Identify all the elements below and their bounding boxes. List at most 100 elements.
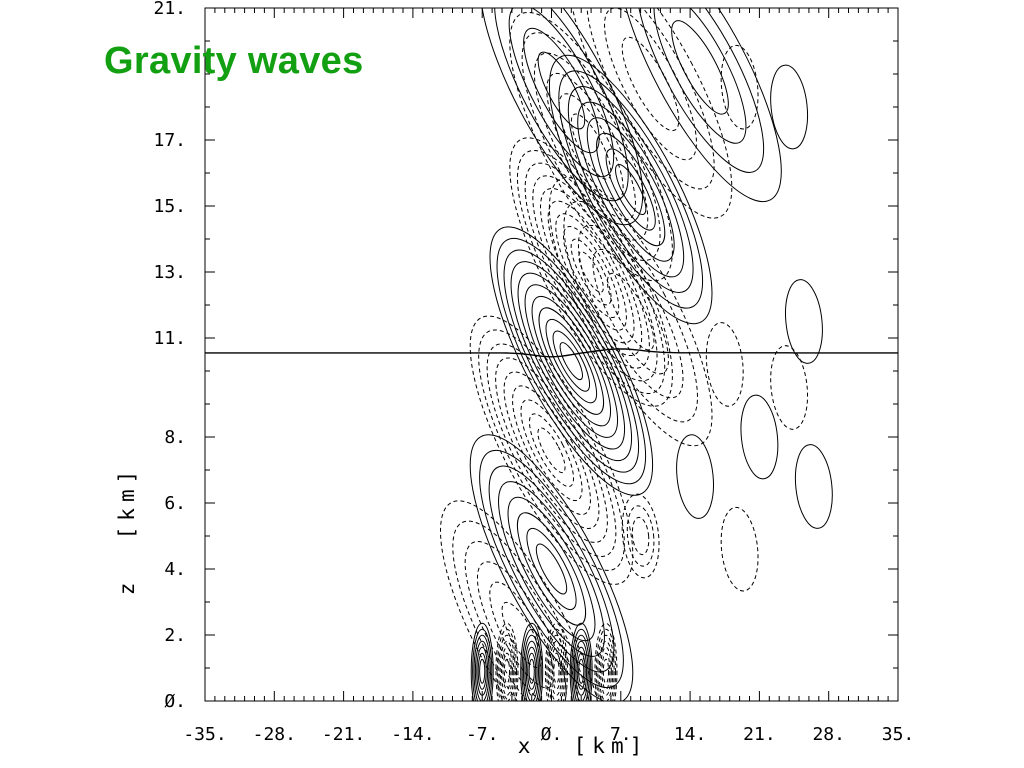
positive-contour — [523, 634, 541, 701]
x-tick-label: -7. — [466, 724, 499, 745]
negative-contour — [598, 640, 614, 701]
positive-contour — [785, 279, 823, 364]
negative-contour — [539, 187, 643, 357]
negative-contour — [601, 652, 611, 690]
x-tick-label: 35. — [882, 724, 915, 745]
negative-contour — [570, 238, 612, 306]
positive-contour — [618, 8, 782, 203]
x-tick-label: 7. — [610, 724, 632, 745]
negative-contour — [631, 516, 650, 556]
positive-contour — [510, 261, 633, 462]
positive-contour — [526, 527, 577, 611]
positive-contour — [479, 8, 644, 226]
positive-contour — [578, 658, 585, 684]
negative-contour — [499, 640, 515, 701]
negative-contour — [520, 399, 583, 502]
negative-contour — [568, 8, 733, 219]
x-tick-label: Ø. — [541, 724, 563, 745]
positive-contour — [548, 54, 713, 325]
slide-title: Gravity waves — [104, 40, 364, 82]
positive-contour — [527, 652, 537, 690]
positive-contour — [671, 20, 729, 115]
negative-contour — [509, 11, 673, 282]
negative-contour — [464, 541, 579, 701]
negative-contour — [537, 427, 566, 474]
negative-contour — [705, 322, 744, 407]
negative-contour — [533, 52, 649, 241]
negative-contour — [600, 646, 612, 696]
y-tick-label: 17. — [153, 130, 186, 151]
negative-contour — [621, 493, 660, 579]
positive-contour — [586, 117, 675, 262]
negative-contour — [594, 622, 618, 701]
negative-contour — [578, 251, 604, 293]
positive-contour — [520, 622, 544, 701]
negative-contour — [469, 315, 634, 585]
y-tick-label: 4. — [164, 559, 186, 580]
positive-contour — [571, 628, 592, 701]
x-tick-label: -14. — [391, 724, 434, 745]
negative-contour — [549, 640, 564, 701]
positive-contour — [507, 496, 596, 642]
positive-contour — [496, 237, 647, 485]
negative-contour — [495, 622, 519, 701]
negative-contour — [532, 175, 650, 369]
negative-contour — [498, 634, 516, 701]
positive-contour — [469, 434, 634, 701]
negative-contour — [489, 581, 555, 689]
y-tick-label: 15. — [153, 196, 186, 217]
positive-contour — [575, 646, 588, 696]
negative-contour — [555, 213, 627, 331]
positive-contour — [473, 634, 491, 701]
positive-contour — [489, 226, 654, 496]
positive-contour — [576, 652, 586, 690]
positive-contour — [615, 164, 647, 215]
y-axis-label: z [km] — [115, 465, 139, 596]
positive-contour — [523, 27, 600, 154]
negative-contour — [592, 248, 669, 375]
negative-contour — [553, 658, 560, 684]
negative-contour — [524, 162, 658, 382]
y-tick-label: 2. — [164, 625, 186, 646]
negative-contour — [495, 357, 608, 543]
x-tick-label: -28. — [253, 724, 296, 745]
positive-contour — [535, 543, 568, 595]
positive-contour — [525, 646, 538, 696]
negative-contour — [496, 628, 518, 701]
positive-contour — [494, 8, 629, 202]
negative-contour — [595, 628, 617, 701]
y-tick-label: 11. — [153, 328, 186, 349]
positive-contour — [635, 8, 765, 173]
axis-ticks — [204, 7, 899, 702]
x-tick-label: 28. — [812, 724, 845, 745]
positive-contour — [572, 634, 590, 701]
positive-contour — [537, 51, 586, 130]
negative-contour — [547, 634, 566, 701]
positive-contour — [477, 652, 487, 690]
plot-frame — [204, 7, 899, 702]
x-tick-label: -35. — [183, 724, 226, 745]
positive-contour — [577, 101, 685, 278]
positive-contour — [516, 512, 587, 626]
negative-contour — [544, 622, 568, 701]
positive-contour — [517, 272, 626, 450]
y-tick-label: 13. — [153, 262, 186, 283]
positive-contour — [676, 434, 714, 519]
negative-contour — [563, 200, 698, 423]
negative-contour — [512, 385, 591, 516]
y-tick-label: 6. — [164, 493, 186, 514]
negative-contour — [558, 93, 624, 200]
negative-contour — [546, 72, 636, 221]
positive-contour — [508, 8, 615, 178]
negative-contour — [551, 652, 561, 690]
negative-contour — [546, 628, 567, 701]
positive-contour — [521, 628, 542, 701]
positive-contour — [770, 64, 809, 150]
positive-contour — [573, 640, 589, 701]
positive-contour — [605, 148, 656, 231]
negative-contour — [577, 224, 684, 399]
positive-contour — [653, 8, 747, 144]
positive-contour — [794, 444, 833, 529]
x-tick-label: 21. — [743, 724, 776, 745]
